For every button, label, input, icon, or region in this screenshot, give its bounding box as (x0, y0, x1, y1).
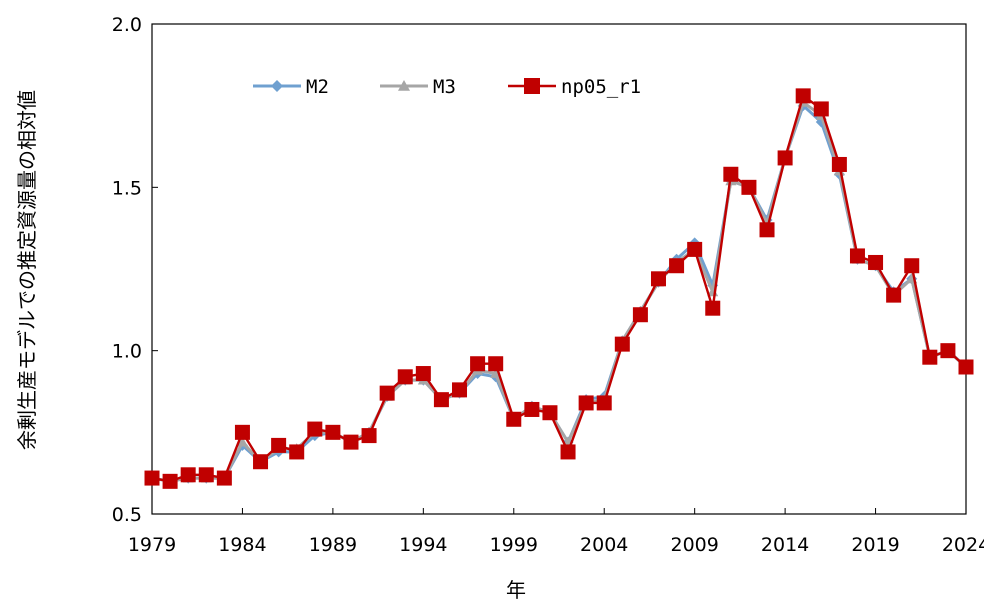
legend-marker (271, 80, 283, 92)
data-point-np05-r1 (397, 369, 413, 385)
series-m3 (146, 96, 972, 486)
data-point-np05-r1 (506, 411, 522, 427)
tick-layer: 0.5 1.0 1.5 2.0 1979 1984 1989 1994 1999 2004 2009… (112, 14, 984, 556)
x-tick-label: 2009 (670, 534, 718, 556)
data-point-np05-r1 (180, 467, 196, 483)
data-point-np05-r1 (759, 222, 775, 238)
data-point-np05-r1 (868, 254, 884, 270)
y-tick-label: 1.5 (112, 177, 142, 199)
x-tick-label: 1999 (490, 534, 538, 556)
data-point-np05-r1 (379, 385, 395, 401)
x-tick-label: 2019 (851, 534, 899, 556)
data-point-np05-r1 (578, 395, 594, 411)
legend-marker (398, 80, 410, 91)
x-axis-title: 年 (506, 578, 526, 602)
data-point-np05-r1 (271, 437, 287, 453)
legend-item-np05-r1: np05_r1 (508, 76, 641, 98)
x-tick-label: 1979 (128, 534, 176, 556)
data-point-np05-r1 (198, 467, 214, 483)
series-np05-r1 (144, 88, 974, 489)
series-layer (144, 88, 974, 489)
data-point-np05-r1 (343, 434, 359, 450)
data-point-np05-r1 (741, 179, 757, 195)
y-tick-label: 1.0 (112, 341, 142, 363)
data-point-np05-r1 (253, 454, 269, 470)
data-point-np05-r1 (632, 307, 648, 323)
data-point-np05-r1 (488, 356, 504, 372)
data-point-np05-r1 (958, 359, 974, 375)
data-point-np05-r1 (723, 166, 739, 182)
data-point-np05-r1 (922, 349, 938, 365)
y-axis-title: 余剰生産モデルでの推定資源量の相対値 (15, 90, 39, 450)
data-point-np05-r1 (596, 395, 612, 411)
data-point-np05-r1 (940, 343, 956, 359)
data-point-np05-r1 (849, 248, 865, 264)
data-point-np05-r1 (433, 392, 449, 408)
data-point-np05-r1 (614, 336, 630, 352)
x-tick-label: 2014 (761, 534, 809, 556)
data-point-np05-r1 (705, 300, 721, 316)
legend-marker (524, 78, 540, 94)
data-point-np05-r1 (325, 424, 341, 440)
data-point-np05-r1 (904, 258, 920, 274)
y-tick-label: 0.5 (112, 504, 142, 526)
plot-area (151, 23, 967, 515)
legend-item-m2: M2 (253, 76, 329, 98)
data-point-np05-r1 (524, 401, 540, 417)
data-point-np05-r1 (669, 258, 685, 274)
data-point-np05-r1 (795, 88, 811, 104)
legend-label: M3 (433, 76, 456, 98)
data-point-np05-r1 (831, 156, 847, 172)
data-point-np05-r1 (361, 428, 377, 444)
legend-item-m3: M3 (380, 76, 456, 98)
x-tick-label: 2024 (942, 534, 984, 556)
plot-frame (151, 23, 967, 515)
data-point-np05-r1 (560, 444, 576, 460)
data-point-np05-r1 (650, 271, 666, 287)
data-point-np05-r1 (144, 470, 160, 486)
legend-label: M2 (306, 76, 329, 98)
legend-label: np05_r1 (561, 76, 641, 98)
data-point-np05-r1 (289, 444, 305, 460)
y-tick-label: 2.0 (112, 14, 142, 36)
data-point-np05-r1 (470, 356, 486, 372)
data-point-np05-r1 (234, 424, 250, 440)
data-point-np05-r1 (415, 366, 431, 382)
x-tick-label: 1989 (309, 534, 357, 556)
x-tick-label: 2004 (580, 534, 628, 556)
data-point-np05-r1 (813, 101, 829, 117)
data-point-np05-r1 (886, 287, 902, 303)
data-point-m3 (236, 436, 248, 447)
x-tick-label: 1984 (218, 534, 266, 556)
data-point-np05-r1 (307, 421, 323, 437)
series-line-np05-r1 (151, 94, 967, 483)
data-point-np05-r1 (687, 241, 703, 257)
data-point-np05-r1 (777, 150, 793, 166)
data-point-np05-r1 (162, 473, 178, 489)
data-point-np05-r1 (452, 382, 468, 398)
data-point-np05-r1 (542, 405, 558, 421)
data-point-np05-r1 (216, 470, 232, 486)
x-tick-label: 1994 (399, 534, 447, 556)
legend: M2 M3 np05_r1 (253, 76, 641, 98)
